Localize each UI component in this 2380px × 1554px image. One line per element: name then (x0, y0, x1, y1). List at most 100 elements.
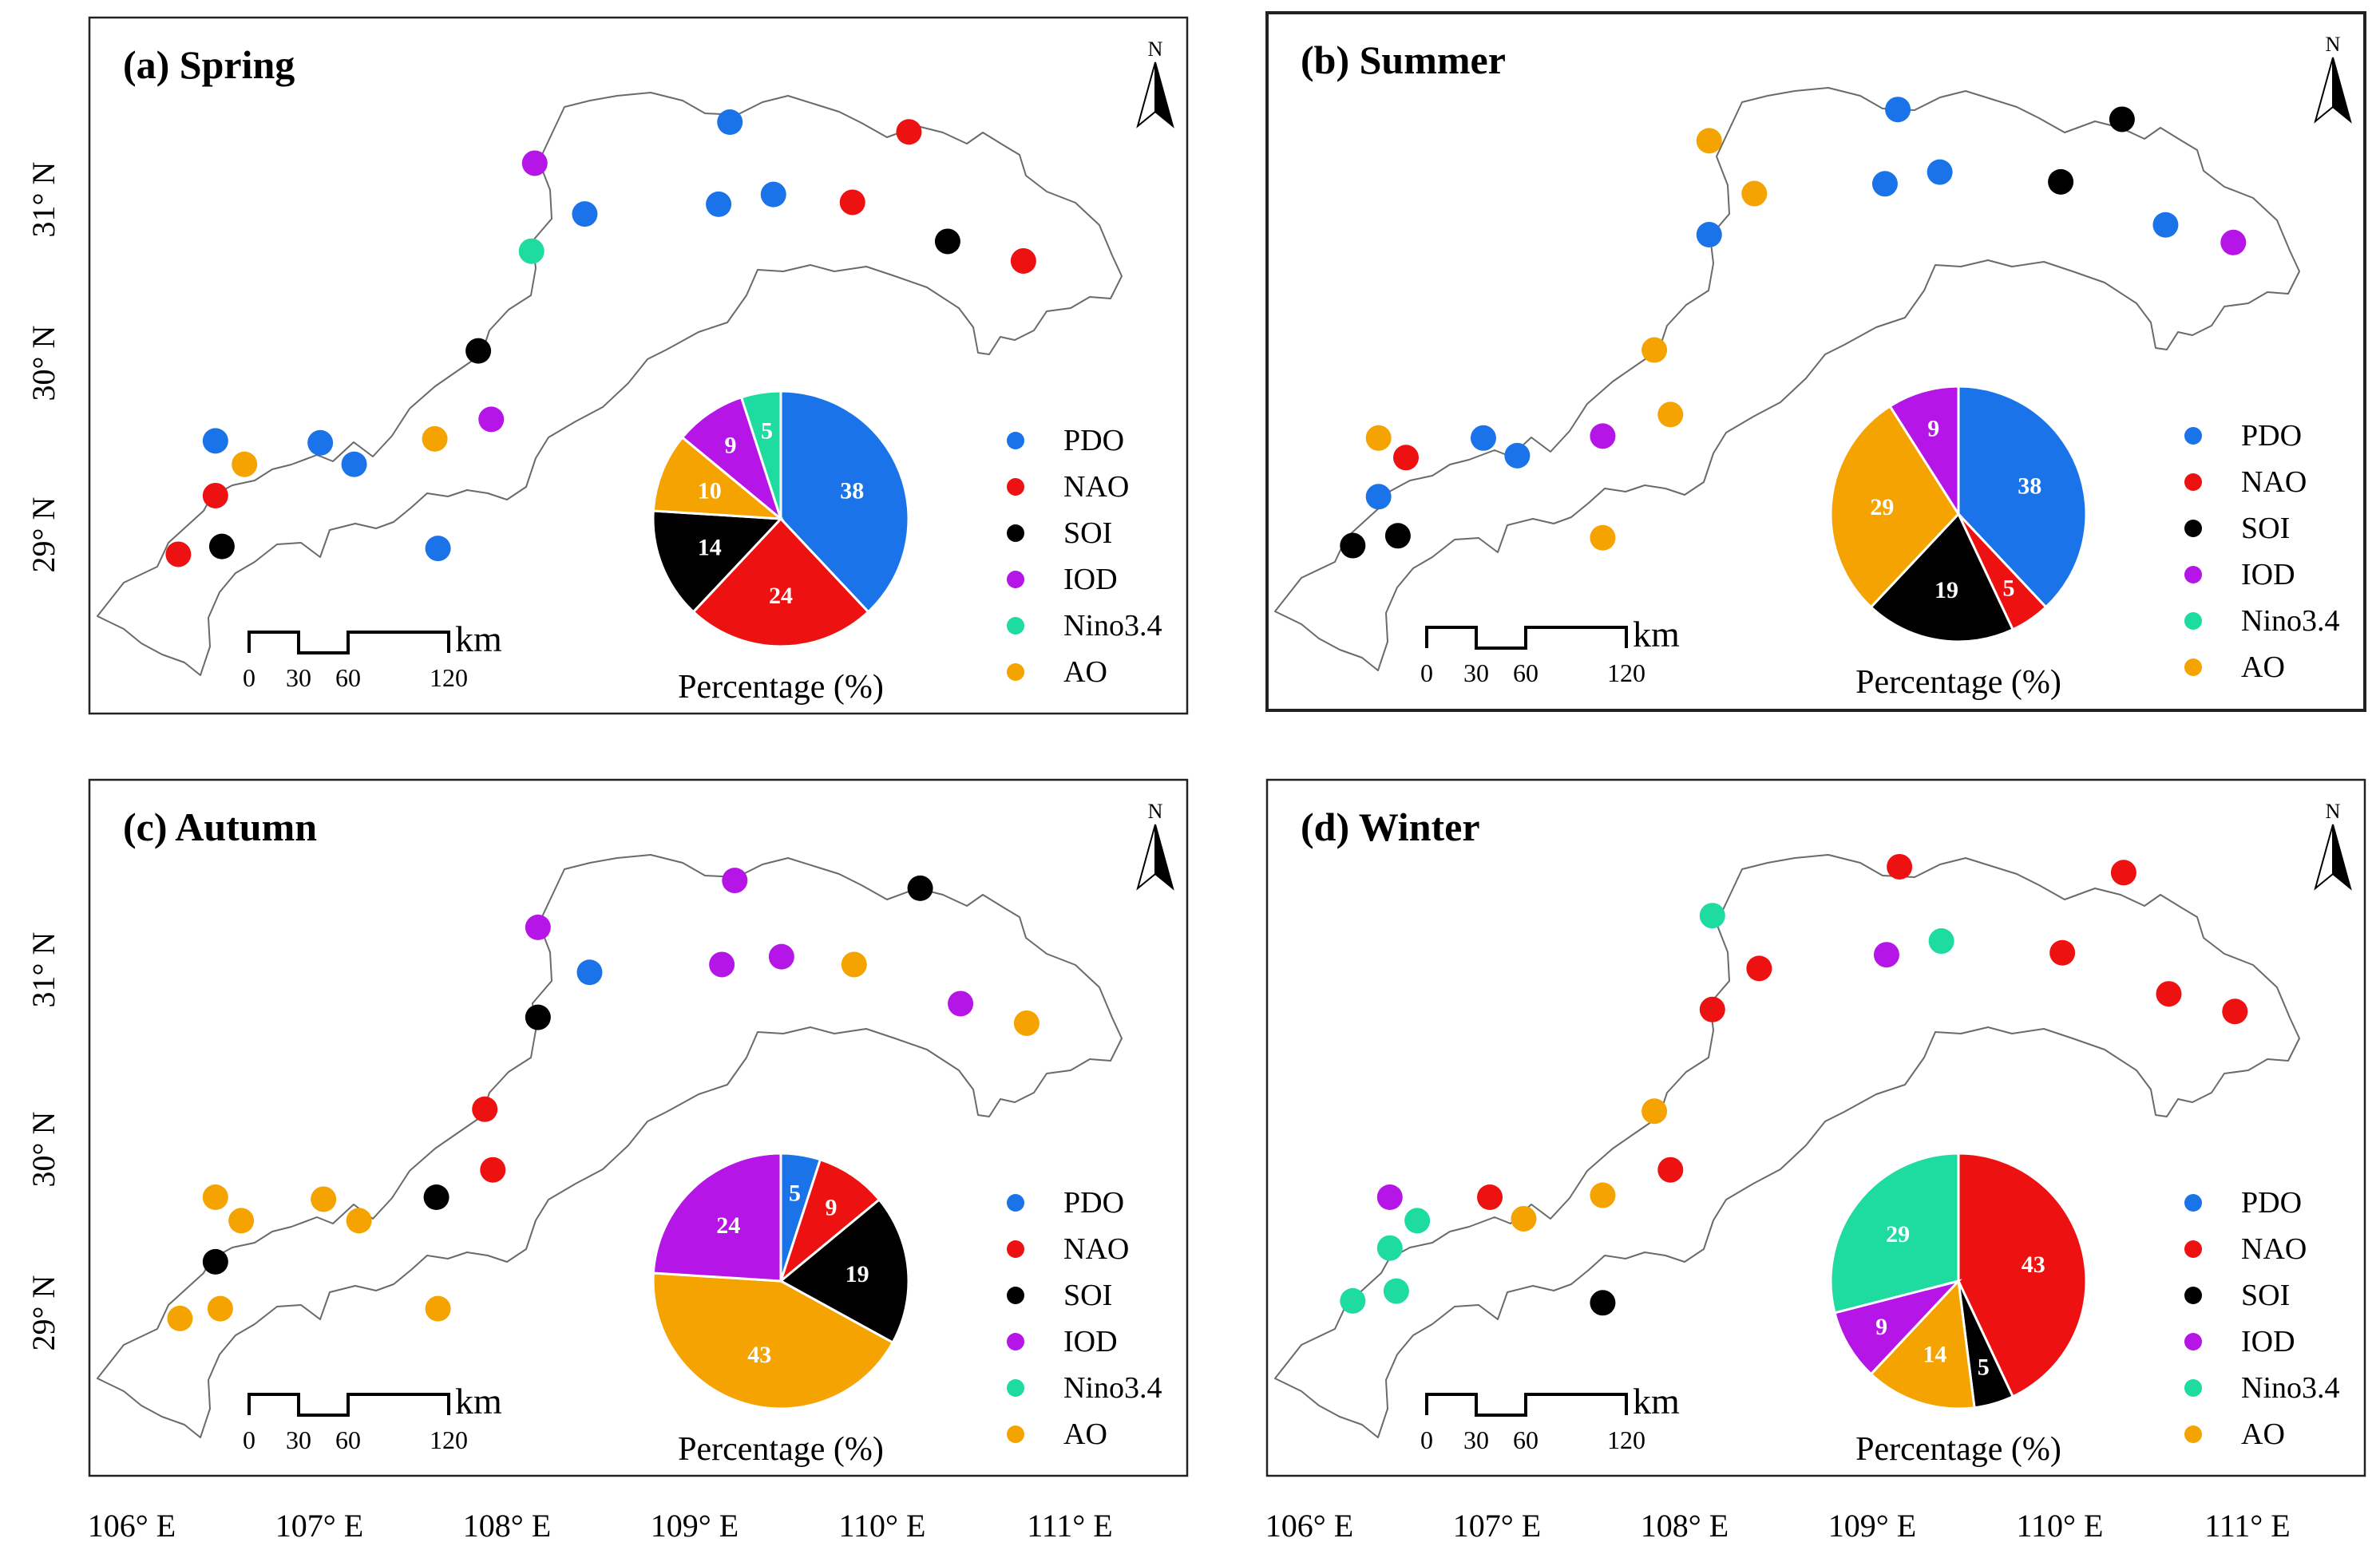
station-marker-soi (1384, 523, 1411, 549)
station-marker-ao (1696, 128, 1722, 154)
pie-slice-iod (680, 395, 784, 523)
station-marker-soi (2109, 106, 2135, 132)
pie-value-label: 14 (698, 534, 722, 560)
scale-tick-label: 120 (1607, 1425, 1645, 1454)
station-marker-soi (202, 1248, 228, 1275)
legend-label-ao: AO (1063, 1418, 1107, 1451)
legend-swatch (2184, 427, 2202, 445)
north-label: N (1148, 38, 1163, 61)
north-label: N (2326, 33, 2341, 56)
pie-value-label: 29 (1870, 494, 1894, 520)
station-marker-pdo (572, 201, 598, 227)
scale-tick-label: 60 (335, 1425, 361, 1454)
station-marker-nao (480, 1157, 506, 1183)
station-marker-ao (202, 1184, 228, 1210)
pie-value-label: 5 (789, 1180, 801, 1206)
lon-label: 110° E (2017, 1508, 2104, 1544)
pie-value-label: 9 (1875, 1314, 1887, 1340)
pie-slice-ao (651, 435, 785, 520)
station-marker-nino34 (1699, 903, 1725, 929)
panel-4: (d) Winter Nkm 0 30 60 120 43 5 14 9 29 Percentage … (1265, 778, 2366, 1477)
pie-value-label: 24 (716, 1212, 740, 1239)
scale-tick-label: 30 (1463, 658, 1489, 687)
legend-swatch (2184, 658, 2202, 676)
lon-label: 110° E (839, 1508, 926, 1544)
legend-label-nao: NAO (1063, 470, 1129, 504)
station-marker-pdo (1365, 484, 1392, 510)
legend-swatch (1007, 1379, 1024, 1397)
pie-value-label: 14 (1923, 1341, 1946, 1367)
station-marker-iod (1376, 1184, 1403, 1210)
pie-slice-pdo (779, 389, 910, 614)
lat-label: 31° N (26, 932, 61, 1008)
legend-swatch (2184, 520, 2202, 537)
legend-label-nao: NAO (2241, 1232, 2307, 1266)
station-marker-nao (202, 482, 228, 508)
station-marker-ao (232, 451, 258, 477)
legend-swatch (2184, 473, 2202, 491)
station-marker-pdo (706, 191, 732, 217)
station-marker-iod (2220, 229, 2247, 255)
station-marker-iod (948, 991, 974, 1017)
station-marker-pdo (717, 109, 743, 135)
station-marker-ao (1641, 1098, 1668, 1125)
station-marker-nao (896, 119, 922, 145)
station-marker-nao (1010, 247, 1036, 274)
lon-label: 108° E (1641, 1508, 1729, 1544)
scale-bar: km 0 30 60 120 (1420, 614, 1680, 687)
scale-tick-label: 0 (1420, 658, 1433, 687)
legend-swatch (1007, 663, 1024, 681)
legend-swatch (2184, 1240, 2202, 1258)
legend-label-nino34: Nino3.4 (1063, 1371, 1162, 1405)
station-marker-ao (841, 951, 867, 978)
pie-caption: Percentage (%) (1855, 1431, 2061, 1468)
station-marker-iod (709, 951, 735, 978)
lon-label: 107° E (275, 1508, 363, 1544)
scale-tick-label: 120 (430, 1425, 468, 1454)
legend-label-nino34: Nino3.4 (2241, 1371, 2340, 1405)
legend: PDO NAO SOI IOD Nino3.4 AO (2184, 419, 2340, 684)
scale-bar: km 0 30 60 120 (243, 619, 502, 692)
scale-tick-label: 30 (286, 663, 311, 692)
pie-value-label: 38 (2018, 473, 2041, 500)
station-marker-ao (1365, 425, 1392, 451)
scale-tick-label: 0 (243, 1425, 255, 1454)
legend-label-nao: NAO (1063, 1232, 1129, 1266)
scale-tick-label: 120 (1607, 658, 1645, 687)
pie-value-label: 9 (825, 1194, 837, 1220)
legend-swatch (1007, 617, 1024, 635)
legend-swatch (1007, 1287, 1024, 1304)
pie-value-label: 10 (698, 478, 722, 504)
pie-caption: Percentage (%) (1855, 664, 2061, 701)
legend-label-iod: IOD (2241, 558, 2295, 591)
panel-frame (1265, 778, 2366, 1477)
scale-tick-label: 0 (243, 663, 255, 692)
station-marker-pdo (425, 536, 451, 562)
station-marker-nao (2049, 939, 2076, 966)
scale-unit: km (1633, 1381, 1680, 1422)
station-marker-ao (228, 1208, 255, 1234)
north-arrow-icon: N (2314, 33, 2352, 124)
legend-swatch (1007, 478, 1024, 496)
panel-2: (b) Summer Nkm 0 30 60 120 38 5 19 29 9 Percentage … (1265, 11, 2366, 712)
lon-label: 108° E (463, 1508, 551, 1544)
legend-swatch (2184, 566, 2202, 583)
legend-label-ao: AO (2241, 650, 2285, 684)
legend-swatch (2184, 1379, 2202, 1397)
station-marker-iod (1873, 942, 1899, 968)
station-marker-soi (465, 338, 492, 364)
lat-label: 30° N (26, 326, 61, 401)
legend-swatch (1007, 1425, 1024, 1443)
pie-value-label: 19 (1934, 577, 1958, 603)
legend-label-pdo: PDO (2241, 1186, 2302, 1220)
legend-swatch (1007, 1240, 1024, 1258)
station-marker-iod (722, 868, 748, 894)
station-marker-iod (478, 406, 505, 433)
station-marker-pdo (1504, 442, 1531, 469)
legend-label-nino34: Nino3.4 (1063, 609, 1162, 643)
legend: PDO NAO SOI IOD Nino3.4 AO (1007, 1186, 1162, 1451)
station-marker-pdo (1696, 222, 1722, 247)
station-marker-nao (1657, 1157, 1684, 1183)
legend-label-soi: SOI (2241, 1279, 2290, 1312)
